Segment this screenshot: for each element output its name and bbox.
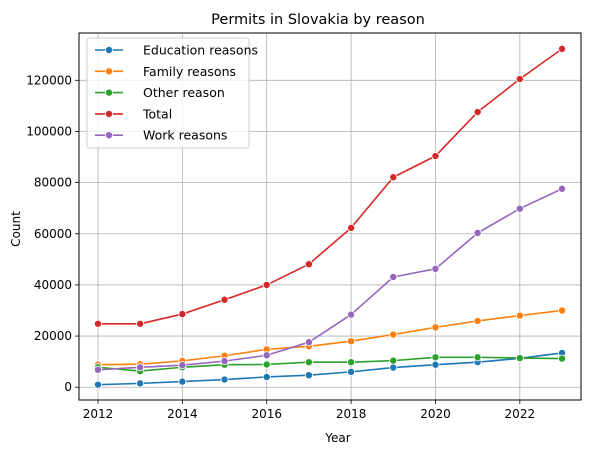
data-point: [220, 357, 229, 366]
y-tick-label: 80000: [34, 176, 72, 190]
data-point: [220, 375, 229, 384]
legend-item-family-reasons: Family reasons: [95, 64, 236, 79]
series-layer: [93, 44, 567, 389]
data-point: [220, 295, 229, 304]
data-point: [558, 44, 567, 53]
chart-title: Permits in Slovakia by reason: [211, 12, 425, 28]
legend-label: Work reasons: [143, 128, 227, 143]
data-point: [178, 361, 187, 370]
x-tick-label: 2022: [505, 407, 536, 421]
y-axis: 0 20000 40000 60000 80000 100000 120000: [26, 73, 79, 394]
y-tick-label: 20000: [34, 329, 72, 343]
x-axis: 2012 2014 2016 2018 2020 2022: [83, 400, 535, 421]
data-point: [262, 360, 271, 369]
data-point: [431, 353, 440, 362]
data-point: [389, 356, 398, 365]
series-line-other-reason: [97, 356, 563, 372]
legend-box: [86, 37, 250, 149]
data-point: [178, 377, 187, 386]
data-point: [515, 75, 524, 84]
data-point: [178, 310, 187, 319]
y-tick-label: 120000: [26, 73, 72, 87]
y-tick-label: 0: [64, 380, 72, 394]
x-axis-label: Year: [324, 431, 350, 445]
data-point: [515, 354, 524, 363]
x-tick-label: 2014: [167, 407, 198, 421]
legend-label: Family reasons: [143, 64, 236, 79]
data-point: [431, 323, 440, 332]
legend-marker: [105, 46, 114, 55]
data-point: [389, 330, 398, 339]
legend-item-work-reasons: Work reasons: [95, 128, 227, 143]
legend-item-other-reason: Other reason: [95, 85, 225, 100]
data-point: [347, 223, 356, 232]
series-total: [93, 44, 567, 328]
legend-item-education-reasons: Education reasons: [95, 43, 258, 58]
legend: Education reasons Family reasons Other rea…: [86, 37, 258, 149]
data-point: [431, 264, 440, 273]
series-line-total: [97, 48, 563, 325]
data-point: [473, 353, 482, 362]
data-point: [93, 380, 102, 389]
data-point: [473, 108, 482, 117]
data-point: [304, 371, 313, 380]
series-family-reasons: [93, 306, 567, 369]
data-point: [262, 351, 271, 360]
x-tick-label: 2012: [83, 407, 114, 421]
x-tick-label: 2016: [251, 407, 282, 421]
data-point: [347, 367, 356, 376]
data-point: [515, 311, 524, 320]
data-point: [262, 372, 271, 381]
series-other-reason: [93, 353, 567, 376]
data-point: [347, 337, 356, 346]
series-line-family-reasons: [97, 309, 563, 366]
y-tick-label: 40000: [34, 278, 72, 292]
legend-marker: [105, 109, 114, 118]
legend-item-total: Total: [95, 106, 172, 121]
data-point: [431, 152, 440, 161]
data-point: [389, 272, 398, 281]
series-line-education-reasons: [97, 352, 563, 386]
series-line-work-reasons: [97, 188, 563, 371]
series-work-reasons: [93, 184, 567, 374]
data-point: [347, 310, 356, 319]
legend-marker: [105, 131, 114, 140]
data-point: [136, 379, 145, 388]
legend-label: Total: [142, 106, 172, 121]
legend-label: Education reasons: [143, 43, 258, 58]
data-point: [347, 358, 356, 367]
data-point: [93, 365, 102, 374]
legend-marker: [105, 67, 114, 76]
data-point: [431, 360, 440, 369]
legend-label: Other reason: [143, 85, 225, 100]
data-point: [93, 319, 102, 328]
plot-frame: [78, 32, 582, 401]
x-tick-label: 2020: [420, 407, 451, 421]
legend-marker: [105, 88, 114, 97]
data-point: [304, 358, 313, 367]
data-point: [515, 204, 524, 213]
data-point: [136, 319, 145, 328]
data-point: [473, 316, 482, 325]
data-point: [304, 260, 313, 269]
y-tick-label: 60000: [34, 227, 72, 241]
data-point: [473, 228, 482, 237]
data-point: [389, 173, 398, 182]
y-tick-label: 100000: [26, 124, 72, 138]
y-axis-label: Count: [9, 211, 23, 247]
data-point: [558, 306, 567, 315]
data-point: [558, 184, 567, 193]
data-point: [304, 338, 313, 347]
data-point: [262, 280, 271, 289]
data-point: [558, 354, 567, 363]
data-point: [389, 363, 398, 372]
x-tick-label: 2018: [336, 407, 367, 421]
data-point: [136, 363, 145, 372]
